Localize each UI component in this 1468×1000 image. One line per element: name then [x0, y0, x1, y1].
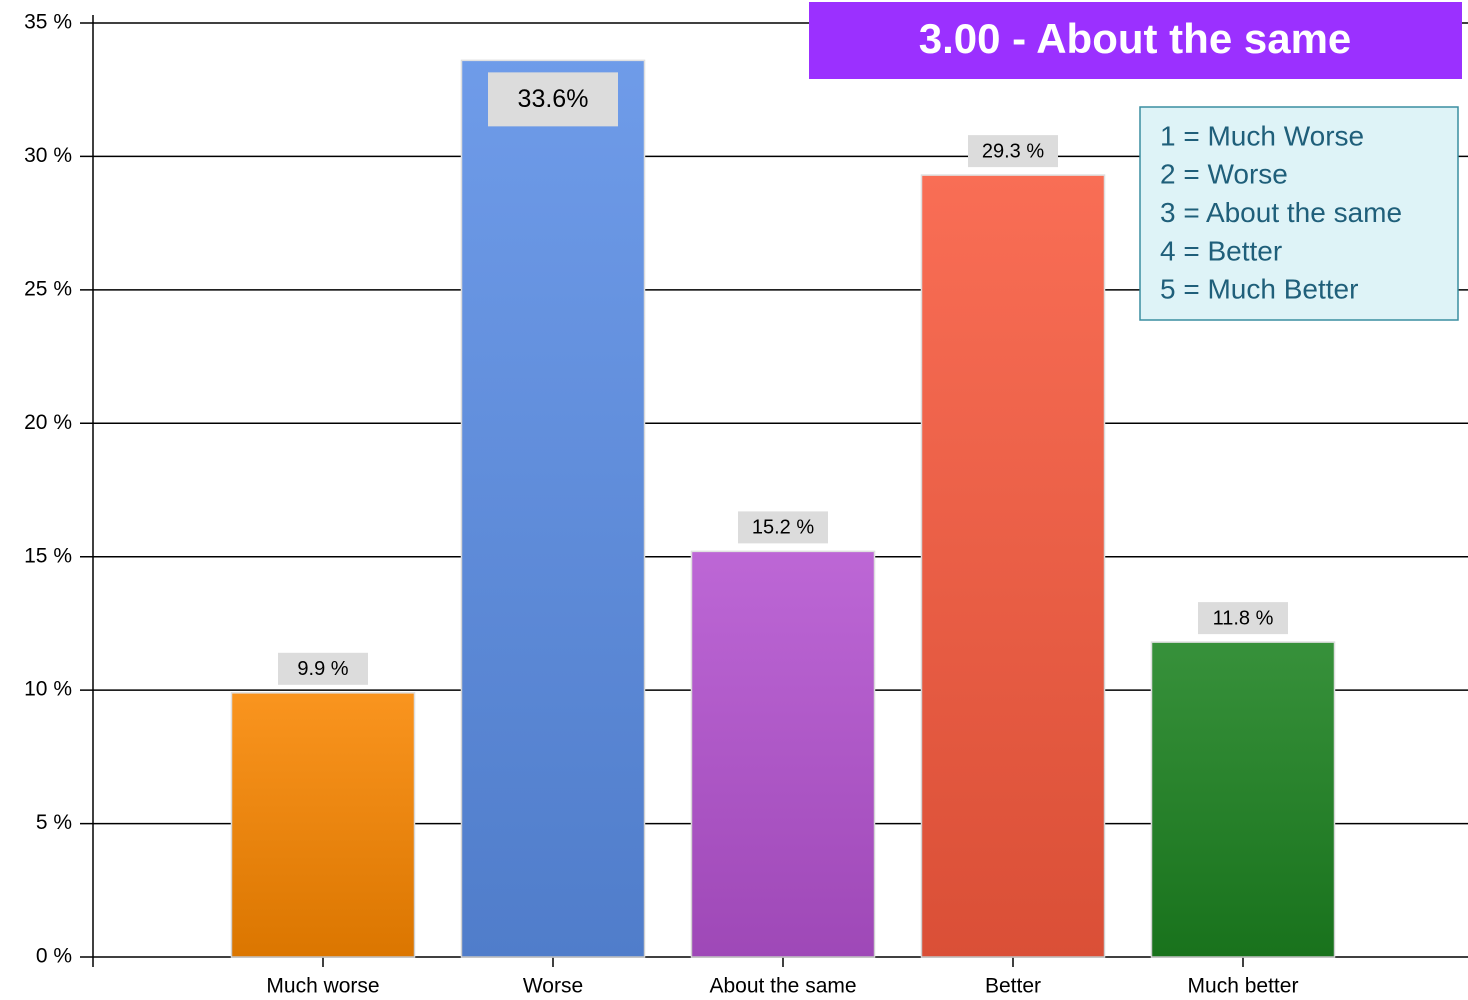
x-tick-label: Worse [523, 975, 583, 998]
value-label-box [488, 72, 618, 127]
key-box [1139, 106, 1459, 321]
bar-shade [691, 551, 875, 957]
value-label: 15.2 % [752, 517, 814, 539]
y-tick-label: 15 % [24, 544, 72, 567]
x-tick-label: Much worse [266, 975, 379, 998]
y-tick-label: 30 % [24, 144, 72, 167]
value-label-box [968, 135, 1058, 168]
bar-shade [231, 692, 415, 957]
value-label: 33.6% [518, 85, 589, 113]
value-label: 11.8 % [1213, 607, 1274, 629]
bar-layer: 9.9 % 33.6% 15.2 % 29.3 % 11.8 % [230, 59, 1336, 958]
value-label-box [1198, 602, 1288, 635]
key-entry: 4 = Better [1160, 235, 1282, 266]
bar-shade [921, 175, 1105, 957]
x-tick-label: About the same [709, 975, 856, 998]
key-entry: 2 = Worse [1160, 159, 1288, 190]
x-tick-label: Much better [1188, 975, 1299, 998]
value-label-box [278, 652, 368, 685]
bar-shade [461, 60, 645, 958]
y-tick-label: 5 % [36, 811, 72, 834]
value-label: 29.3 % [982, 140, 1044, 162]
y-tick-label: 0 % [36, 945, 72, 968]
y-tick-label: 35 % [24, 11, 72, 34]
bar-shade [1151, 642, 1335, 957]
key-list: 1 = Much Worse 2 = Worse 3 = About the sam… [1160, 120, 1402, 304]
value-label-box [738, 511, 828, 544]
x-tick-label: Better [985, 975, 1041, 998]
key-entry: 5 = Much Better [1160, 274, 1358, 305]
y-tick-label: 25 % [24, 277, 72, 300]
key-entry: 3 = About the same [1160, 197, 1402, 228]
value-label: 9.9 % [297, 658, 348, 680]
title-box [809, 2, 1462, 79]
chart-title: 3.00 - About the same [919, 15, 1352, 62]
key-entry: 1 = Much Worse [1160, 120, 1364, 151]
y-tick-label: 10 % [24, 678, 72, 701]
y-tick-label: 20 % [24, 411, 72, 434]
